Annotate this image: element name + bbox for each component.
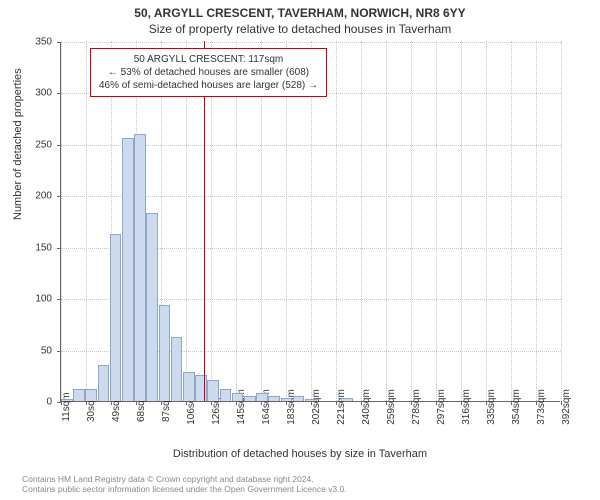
grid-line-v [61, 41, 62, 401]
grid-line-v [461, 41, 462, 401]
chart-area: 11sqm30sqm49sqm68sqm87sqm106sqm126sqm145… [60, 42, 560, 402]
y-tick-label: 300 [12, 88, 52, 99]
x-tick-label: 297sqm [436, 389, 447, 425]
x-tick-label: 373sqm [536, 389, 547, 425]
x-tick-label: 183sqm [286, 389, 297, 425]
x-axis-label: Distribution of detached houses by size … [0, 448, 600, 460]
info-box-line1: 50 ARGYLL CRESCENT: 117sqm [99, 53, 318, 66]
footnote-line1: Contains HM Land Registry data © Crown c… [22, 474, 347, 484]
grid-line-v [336, 41, 337, 401]
histogram-bar [61, 399, 73, 401]
histogram-bar [183, 372, 195, 401]
histogram-bar [134, 134, 146, 401]
x-tick-label: 392sqm [561, 389, 572, 425]
info-box-line2: ← 53% of detached houses are smaller (60… [99, 66, 318, 79]
histogram-bar [110, 234, 122, 401]
histogram-bar [207, 380, 219, 401]
y-tick-label: 100 [12, 294, 52, 305]
y-tick-label: 350 [12, 37, 52, 48]
histogram-bar [98, 365, 110, 401]
grid-line-v [536, 41, 537, 401]
histogram-bar [341, 398, 353, 401]
info-box-line3: 46% of semi-detached houses are larger (… [99, 79, 318, 92]
x-tick-label: 335sqm [486, 389, 497, 425]
grid-line-v [486, 41, 487, 401]
y-tick-label: 200 [12, 191, 52, 202]
grid-line-v [411, 41, 412, 401]
y-tick-label: 50 [12, 345, 52, 356]
histogram-bar [268, 396, 280, 401]
x-tick-label: 316sqm [461, 389, 472, 425]
histogram-bar [171, 337, 183, 401]
grid-line-v [561, 41, 562, 401]
x-tick-label: 354sqm [511, 389, 522, 425]
y-tick-label: 150 [12, 242, 52, 253]
histogram-bar [220, 389, 232, 401]
x-tick-label: 11sqm [61, 392, 72, 421]
x-tick-label: 278sqm [411, 389, 422, 425]
y-tick-label: 250 [12, 139, 52, 150]
histogram-bar [85, 389, 97, 401]
histogram-bar [244, 396, 256, 401]
y-tick-label: 0 [12, 397, 52, 408]
histogram-bar [293, 396, 305, 401]
grid-line-v [361, 41, 362, 401]
histogram-bar [195, 375, 207, 401]
footnote: Contains HM Land Registry data © Crown c… [22, 474, 347, 494]
grid-line-v [511, 41, 512, 401]
grid-line-v [436, 41, 437, 401]
histogram-bar [122, 138, 134, 401]
x-tick-label: 221sqm [336, 389, 347, 425]
info-box: 50 ARGYLL CRESCENT: 117sqm ← 53% of deta… [90, 48, 327, 97]
x-tick-label: 259sqm [386, 389, 397, 425]
grid-line-v [386, 41, 387, 401]
histogram-bar [256, 393, 268, 401]
grid-line-v [86, 41, 87, 401]
histogram-bar [232, 393, 244, 401]
histogram-bar [281, 398, 293, 401]
histogram-bar [159, 305, 171, 401]
x-tick-label: 202sqm [311, 389, 322, 425]
histogram-bar [73, 389, 85, 401]
x-tick-label: 240sqm [361, 389, 372, 425]
chart-title-main: 50, ARGYLL CRESCENT, TAVERHAM, NORWICH, … [0, 0, 600, 20]
histogram-bar [146, 213, 158, 401]
footnote-line2: Contains public sector information licen… [22, 484, 347, 494]
histogram-bar [305, 399, 317, 401]
chart-title-sub: Size of property relative to detached ho… [0, 20, 600, 36]
